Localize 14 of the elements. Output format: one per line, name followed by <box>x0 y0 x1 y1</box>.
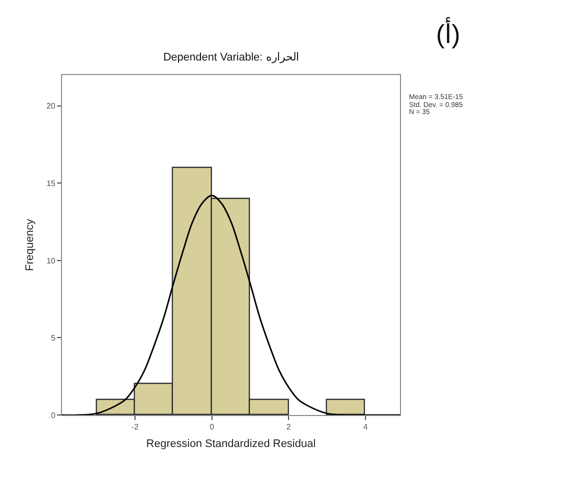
y-tick-label: 5 <box>50 334 56 343</box>
chart-title: Dependent Variable: الحراره <box>163 52 299 64</box>
line-series <box>62 194 400 415</box>
y-tick-label: 0 <box>50 410 56 420</box>
x-tick-label: 4 <box>363 422 368 432</box>
text: (أ) <box>436 16 460 49</box>
x-axis-title: Regression Standardized Residual <box>146 438 316 450</box>
x-tick-label: 2 <box>286 422 292 432</box>
x-tick-label: -2 <box>131 422 140 432</box>
y-tick-label: 10 <box>46 256 56 266</box>
y-tick-label: 20 <box>46 102 56 111</box>
y-axis-title: Frequency <box>24 218 36 271</box>
y-tick-label: 15 <box>46 178 56 188</box>
x-tick-label: 0 <box>210 422 215 432</box>
